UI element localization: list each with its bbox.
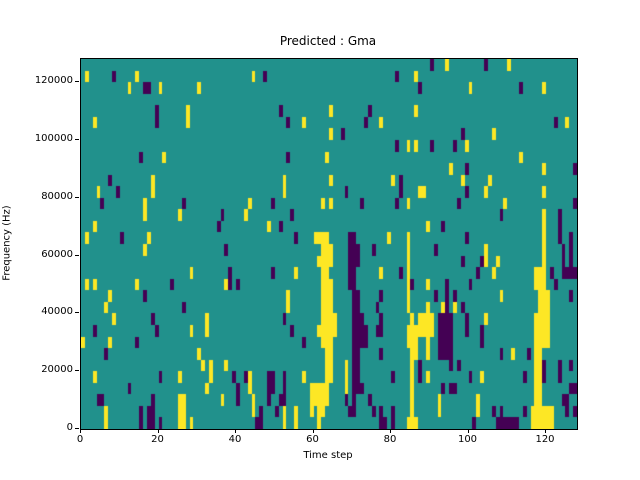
x-tick-label: 100 (457, 434, 478, 445)
y-axis-label-wrap: Frequency (Hz) (0, 0, 14, 480)
x-axis-label: Time step (303, 450, 353, 461)
y-tick-mark (75, 254, 79, 256)
y-axis-label: Frequency (Hz) (1, 205, 13, 281)
y-tick-label: 20000 (41, 364, 73, 376)
x-tick-label: 80 (383, 434, 397, 445)
x-tick-mark (157, 429, 159, 433)
plot-title: Predicted : Gma (279, 34, 377, 48)
y-tick-label: 120000 (34, 75, 73, 87)
y-tick-mark (75, 138, 79, 140)
x-tick-mark (467, 429, 469, 433)
x-tick-label: 40 (228, 434, 242, 445)
y-tick-mark (75, 312, 79, 314)
x-tick-mark (235, 429, 236, 433)
y-tick-label: 80000 (41, 190, 73, 202)
x-tick-label: 120 (535, 434, 555, 445)
y-tick-label: 60000 (41, 248, 73, 260)
y-tick-mark (75, 196, 79, 198)
y-tick-label: 0 (66, 422, 73, 433)
y-tick-mark (75, 428, 79, 429)
heatmap-canvas (81, 59, 577, 429)
x-tick-mark (312, 429, 314, 433)
y-tick-mark (75, 370, 79, 372)
y-tick-mark (75, 81, 79, 83)
y-tick-label: 100000 (34, 132, 73, 144)
x-tick-label: 60 (306, 434, 319, 445)
y-tick-label: 40000 (41, 306, 73, 318)
axes-area (80, 58, 578, 430)
x-tick-mark (390, 429, 391, 433)
x-tick-label: 0 (76, 434, 84, 445)
x-tick-label: 20 (151, 434, 164, 445)
x-tick-mark (80, 429, 81, 433)
x-tick-mark (545, 429, 546, 433)
